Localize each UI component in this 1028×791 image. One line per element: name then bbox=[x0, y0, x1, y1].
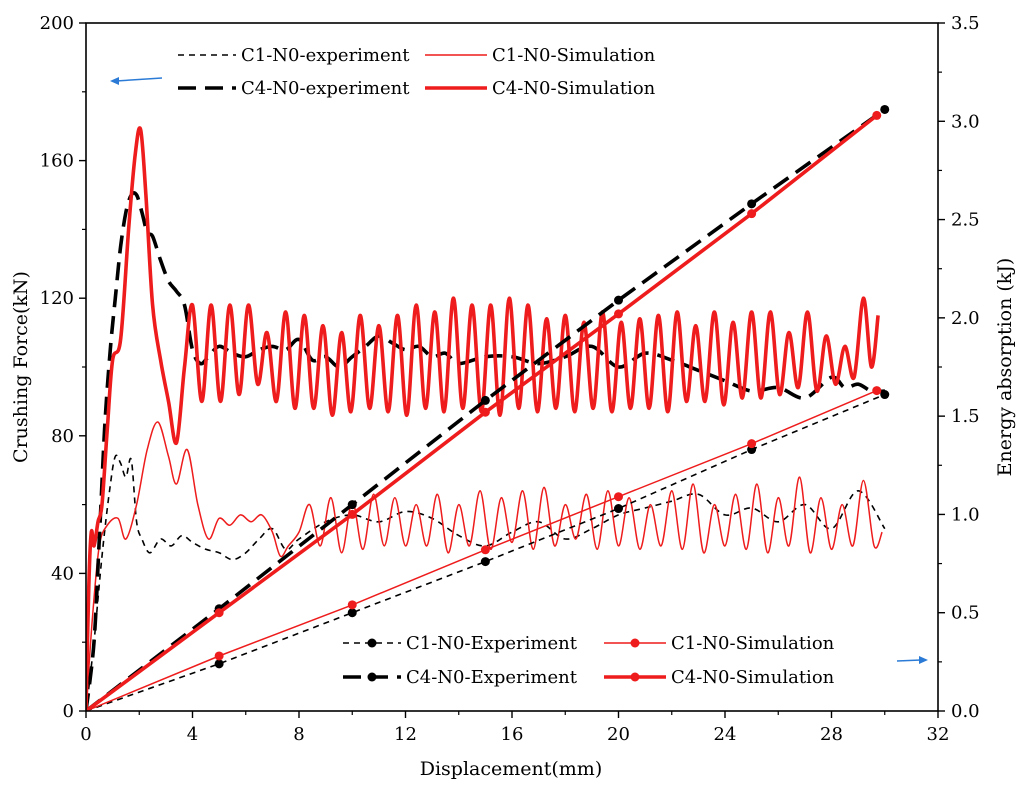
legend-label-c1-n0-simulation: C1-N0-Simulation bbox=[671, 633, 835, 654]
x-tick-label: 4 bbox=[187, 724, 198, 745]
data-point-c4-n0-experiment bbox=[747, 199, 757, 209]
data-point-c1-n0-simulation bbox=[747, 439, 757, 449]
data-point-c1-n0-experiment bbox=[480, 557, 490, 567]
data-point-c4-n0-experiment bbox=[614, 295, 623, 305]
data-point-c4-n0-simulation bbox=[480, 407, 490, 417]
data-point-c4-n0-experiment bbox=[347, 500, 357, 510]
y-left-tick-label: 0 bbox=[63, 701, 74, 722]
y-right-tick-label: 0.0 bbox=[951, 701, 980, 722]
y-left-tick-label: 120 bbox=[40, 288, 74, 309]
y-right-tick-label: 2.5 bbox=[951, 210, 980, 231]
legend-label-c4-n0-experiment: C4-N0-experiment bbox=[241, 78, 410, 99]
data-point-c4-n0-simulation bbox=[347, 509, 357, 519]
x-axis-title: Displacement(mm) bbox=[420, 758, 603, 780]
y-left-tick-label: 80 bbox=[51, 426, 74, 447]
data-point-c1-n0-experiment bbox=[880, 390, 890, 400]
data-point-c4-n0-simulation bbox=[747, 209, 757, 219]
series-line-c1-n0-simulation-force bbox=[86, 421, 883, 711]
y-axis-right-title: Energy absorption (kJ) bbox=[994, 258, 1016, 477]
data-point-c1-n0-experiment bbox=[614, 504, 623, 514]
x-tick-label: 8 bbox=[293, 724, 304, 745]
y-right-tick-label: 3.5 bbox=[951, 13, 980, 34]
y-left-tick-label: 40 bbox=[51, 563, 74, 584]
y-right-tick-label: 3.0 bbox=[951, 111, 980, 132]
legend-marker-c4-n0-simulation bbox=[630, 672, 640, 682]
data-point-c1-n0-experiment bbox=[214, 659, 224, 669]
data-point-c4-n0-simulation bbox=[214, 608, 224, 618]
y-right-tick-label: 2.0 bbox=[951, 308, 980, 329]
data-point-c4-n0-experiment bbox=[480, 395, 490, 405]
data-point-c1-n0-simulation bbox=[614, 492, 623, 502]
y-right-tick-label: 1.5 bbox=[951, 406, 980, 427]
y-right-tick-label: 0.5 bbox=[951, 603, 980, 624]
series-line-c4-n0-simulation-force bbox=[86, 126, 880, 711]
legend-label-c1-n0-experiment: C1-N0-Experiment bbox=[406, 633, 578, 654]
data-point-c1-n0-simulation bbox=[872, 386, 882, 396]
x-tick-label: 16 bbox=[501, 724, 524, 745]
data-point-c4-n0-simulation bbox=[872, 110, 882, 120]
legend-marker-c4-n0-experiment bbox=[367, 672, 377, 682]
legend-marker-c1-n0-simulation bbox=[630, 638, 640, 648]
y-left-tick-label: 200 bbox=[40, 13, 74, 34]
energy-axis-arrow bbox=[896, 656, 928, 664]
x-tick-label: 24 bbox=[714, 724, 737, 745]
legend-label-c1-n0-simulation: C1-N0-Simulation bbox=[492, 45, 656, 66]
series-line-c4-n0-experiment-force bbox=[86, 191, 885, 711]
data-point-c4-n0-experiment bbox=[880, 104, 890, 114]
legend-label-c4-n0-experiment: C4-N0-Experiment bbox=[406, 667, 578, 688]
legend-marker-c1-n0-experiment bbox=[367, 638, 377, 648]
y-right-tick-label: 1.0 bbox=[951, 504, 980, 525]
data-point-c1-n0-simulation bbox=[480, 545, 490, 555]
series-line-c1-n0-experiment-force bbox=[86, 454, 886, 711]
x-tick-label: 28 bbox=[820, 724, 843, 745]
data-point-c1-n0-experiment bbox=[347, 608, 357, 618]
legend-label-c1-n0-experiment: C1-N0-experiment bbox=[241, 45, 410, 66]
force-axis-arrow bbox=[110, 77, 163, 85]
data-point-c1-n0-simulation bbox=[214, 651, 224, 661]
legend-label-c4-n0-simulation: C4-N0-Simulation bbox=[671, 667, 835, 688]
x-tick-label: 32 bbox=[927, 724, 950, 745]
data-point-c1-n0-simulation bbox=[347, 600, 357, 610]
x-tick-label: 20 bbox=[607, 724, 630, 745]
y-axis-left-title: Crushing Force(kN) bbox=[10, 271, 32, 463]
data-point-c4-n0-simulation bbox=[614, 309, 623, 319]
x-tick-label: 0 bbox=[80, 724, 91, 745]
x-tick-label: 12 bbox=[394, 724, 417, 745]
y-left-tick-label: 160 bbox=[40, 151, 74, 172]
legend-label-c4-n0-simulation: C4-N0-Simulation bbox=[492, 78, 656, 99]
